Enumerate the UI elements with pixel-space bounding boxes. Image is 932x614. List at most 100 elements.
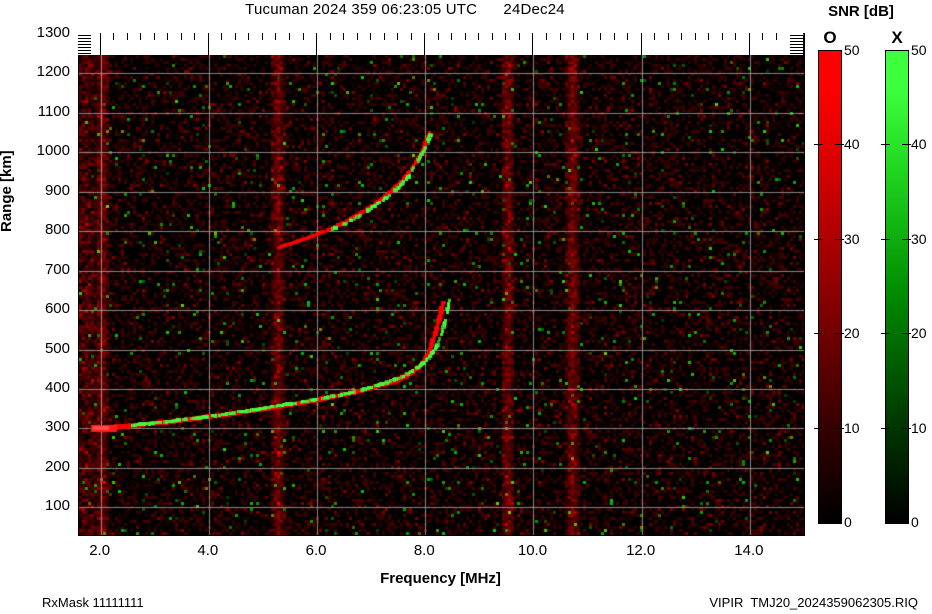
x-mode-letter: X [891, 28, 903, 47]
y-tick-label: 500 [44, 339, 70, 357]
top-strip-tick [478, 33, 479, 40]
x-tick-label: 8.0 [413, 542, 435, 559]
colorbar-tick-mark [881, 144, 890, 146]
top-strip-tick [451, 33, 452, 40]
top-strip-tick [654, 33, 655, 40]
colorbar-tick-mark [814, 238, 823, 240]
top-strip-tick [532, 33, 533, 55]
top-strip-tick [722, 33, 723, 40]
colorbar-tick-mark [814, 427, 823, 429]
y-tick-label: 200 [44, 457, 70, 475]
top-strip-tick [492, 33, 493, 40]
y-tick-label: 1000 [36, 142, 70, 160]
y-tick-label: 1100 [37, 102, 70, 120]
top-strip-tick [411, 33, 412, 40]
x-axis-label: Frequency [MHz] [380, 570, 501, 587]
colorbar-tick-label: 30 [844, 230, 860, 247]
top-strip-tick [762, 33, 763, 40]
colorbar-tick-label: 20 [911, 325, 927, 342]
colorbar-tick-mark [814, 144, 823, 146]
colorbar-tick-mark [902, 144, 911, 146]
top-strip-tick [397, 33, 398, 40]
colorbar-tick-mark [835, 238, 844, 240]
top-strip-tick [600, 33, 601, 40]
top-strip-tick [208, 33, 209, 55]
top-strip-tick [695, 33, 696, 40]
top-strip-tick [100, 33, 101, 55]
top-strip-tick [708, 33, 709, 40]
ionogram-canvas[interactable] [79, 34, 804, 535]
top-strip-tick [519, 33, 520, 40]
y-tick-label: 1200 [36, 63, 70, 81]
y-tick-label: 300 [44, 418, 70, 436]
colorbar-tick-mark [814, 333, 823, 335]
top-strip-tick [127, 33, 128, 40]
top-strip-tick [330, 33, 331, 40]
o-mode-letter: O [823, 28, 837, 47]
top-strip-tick [384, 33, 385, 40]
colorbar-tick-mark [902, 427, 911, 429]
colorbar-title: SNR [dB] [828, 3, 894, 20]
top-strip-tick [465, 33, 466, 40]
y-tick-label: 400 [44, 379, 70, 397]
colorbar-tick-mark [881, 333, 890, 335]
colorbar-tick-label: 40 [844, 136, 860, 153]
top-strip-tick [614, 33, 615, 40]
top-strip-tick [167, 33, 168, 40]
top-strip-tick [194, 33, 195, 40]
top-strip-tick [181, 33, 182, 40]
top-strip-tick [641, 33, 642, 55]
colorbar-tick-mark [902, 333, 911, 335]
top-strip-tick [221, 33, 222, 40]
top-strip-tick [587, 33, 588, 40]
x-tick-label: 14.0 [734, 542, 764, 559]
y-tick-label: 700 [44, 260, 70, 278]
colorbar-tick-mark [881, 238, 890, 240]
top-strip-tick [289, 33, 290, 40]
colorbar-tick-label: 20 [844, 325, 860, 342]
colorbar-tick-label: 10 [844, 419, 860, 436]
colorbar-tick-label: 0 [911, 514, 919, 530]
colorbar-tick-mark [835, 333, 844, 335]
y-tick-label: 100 [44, 497, 70, 515]
top-strip-tick [343, 33, 344, 40]
top-strip-tick [573, 33, 574, 40]
ionogram-plot[interactable] [78, 33, 805, 536]
x-tick-label: 12.0 [626, 542, 656, 559]
top-strip-tick [560, 33, 561, 40]
top-strip-tick [749, 33, 750, 55]
top-strip-tick [357, 33, 358, 40]
top-strip-tick [505, 33, 506, 40]
top-strip-tick [303, 33, 304, 40]
right-gain-ladder-icon [790, 33, 803, 55]
top-strip-tick [316, 33, 317, 55]
top-strip-tick [735, 33, 736, 40]
rxmask-label: RxMask 11111111 [42, 595, 144, 610]
x-mode-colorbar [885, 50, 909, 524]
range-gate-tick-strip [78, 33, 803, 55]
top-strip-tick [248, 33, 249, 40]
x-tick-label: 10.0 [517, 542, 548, 559]
y-tick-label: 1300 [36, 24, 70, 41]
top-strip-tick [262, 33, 263, 40]
top-strip-tick [235, 33, 236, 40]
top-strip-tick [681, 33, 682, 40]
top-strip-tick [424, 33, 425, 55]
top-strip-tick [668, 33, 669, 40]
left-gain-ladder-icon [78, 33, 91, 55]
colorbar-tick-label: 0 [844, 514, 852, 530]
colorbar-tick-mark [835, 427, 844, 429]
y-tick-label: 800 [44, 221, 70, 239]
colorbar-tick-label: 30 [911, 230, 927, 247]
top-strip-tick [154, 33, 155, 40]
top-strip-tick [627, 33, 628, 40]
top-strip-tick [546, 33, 547, 40]
x-tick-label: 2.0 [89, 542, 111, 559]
top-strip-tick [370, 33, 371, 40]
colorbar-tick-label: 40 [911, 136, 927, 153]
colorbar-tick-label: 50 [911, 42, 927, 58]
colorbar-tick-label: 50 [844, 42, 860, 58]
y-tick-label: 600 [44, 300, 70, 318]
top-strip-tick [275, 33, 276, 40]
page-title: Tucuman 2024 359 06:23:05 UTC 24Dec24 [245, 1, 565, 18]
